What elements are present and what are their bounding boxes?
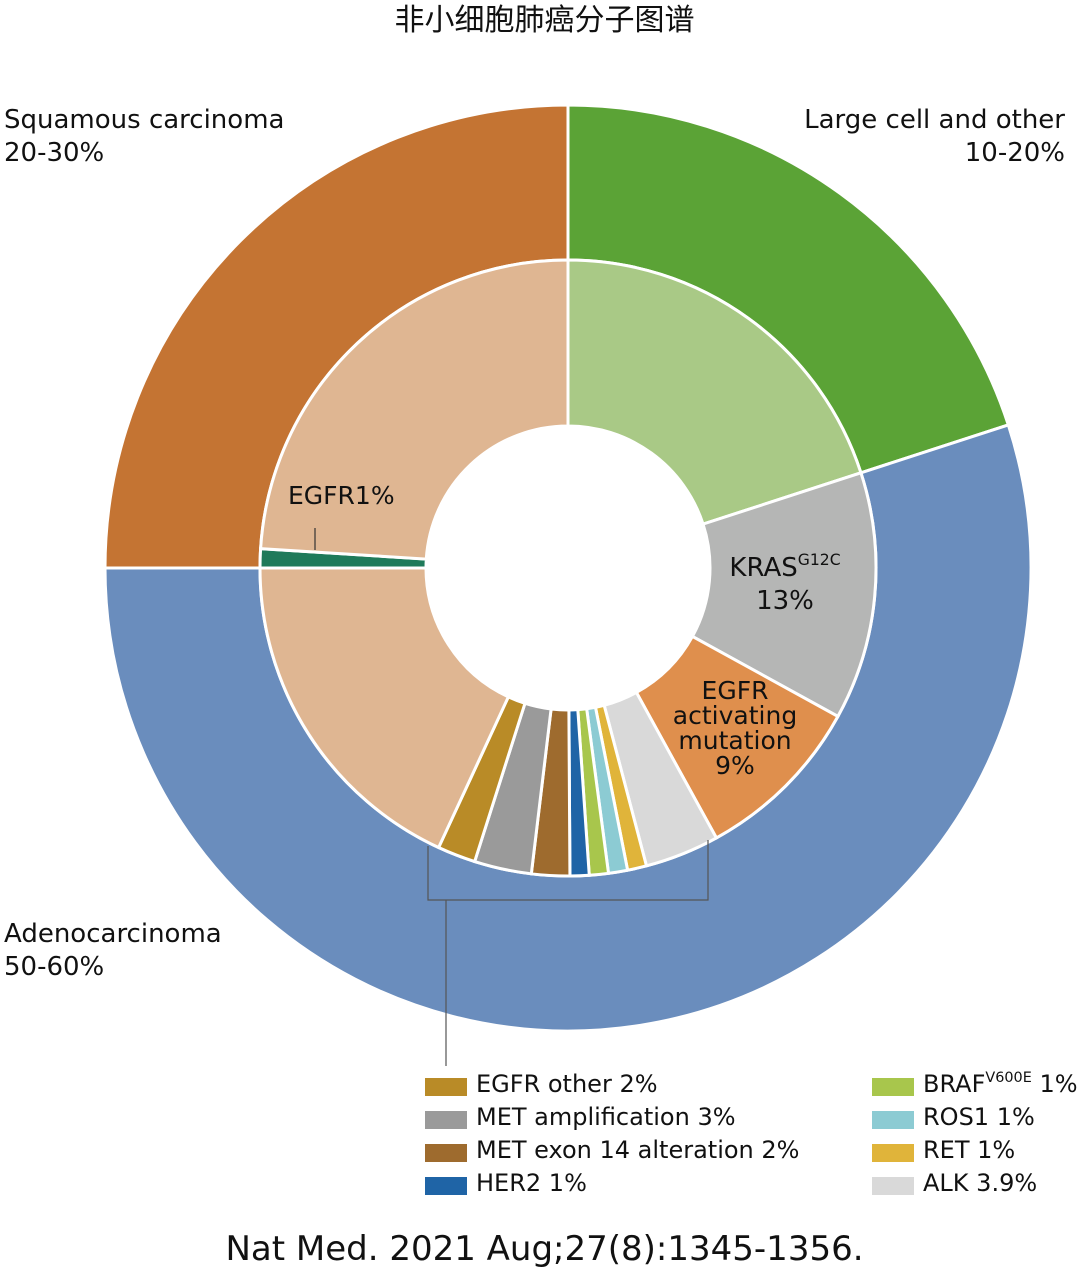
segment-label: EGFR activating mutation 9%: [650, 678, 820, 778]
donut-segment: [259, 258, 570, 561]
legend-name: HER2: [476, 1169, 542, 1197]
legend-value: 1%: [996, 1103, 1035, 1131]
legend-name: RET: [923, 1136, 970, 1164]
legend-value: 3.9%: [976, 1169, 1038, 1197]
chart-title: 非小细胞肺癌分子图谱: [394, 3, 695, 38]
legend-swatch: [425, 1111, 467, 1129]
segment-label: EGFR1%: [288, 480, 395, 511]
donut-segment: [258, 566, 511, 850]
outer-label-name: Squamous carcinoma: [4, 105, 285, 135]
segment-label-value: 1%: [354, 481, 395, 510]
outer-label-value: 20-30%: [4, 137, 105, 168]
outer-label: Squamous carcinoma 20-30%: [4, 104, 284, 169]
legend-swatch: [872, 1177, 914, 1195]
segment-label-name: KRAS: [729, 553, 798, 583]
legend-label: ALK 3.9%: [923, 1168, 1037, 1198]
legend-sup: V600E: [985, 1069, 1032, 1086]
legend-label: RET 1%: [923, 1135, 1015, 1165]
segment-label-value: 9%: [715, 751, 755, 780]
segment-label-name: EGFR: [288, 481, 355, 510]
segment-label-sup: G12C: [797, 551, 841, 570]
segment-label-value: 13%: [756, 585, 814, 616]
outer-label-value: 50-60%: [4, 951, 105, 982]
bracket: [427, 840, 709, 1066]
legend-label: ROS1 1%: [923, 1102, 1035, 1132]
outer-label: Large cell and other 10-20%: [804, 104, 1065, 169]
legend-value: 2%: [761, 1136, 800, 1164]
legend-swatch: [425, 1078, 467, 1096]
legend-name: EGFR other: [476, 1070, 612, 1098]
legend-name: BRAF: [923, 1070, 986, 1098]
legend-swatch: [425, 1144, 467, 1162]
outer-label-value: 10-20%: [964, 137, 1065, 168]
legend-value: 1%: [1039, 1070, 1078, 1098]
legend-value: 1%: [977, 1136, 1016, 1164]
segment-label-name: EGFR activating mutation: [672, 676, 798, 755]
outer-label-name: Large cell and other: [804, 105, 1065, 135]
legend-swatch: [872, 1111, 914, 1129]
legend-value: 2%: [619, 1070, 658, 1098]
segment-label: KRASG12C 13%: [700, 552, 870, 617]
donut-segment: [566, 258, 863, 527]
source: Nat Med. 2021 Aug;27(8):1345-1356.: [225, 1229, 864, 1269]
legend-value: 3%: [697, 1103, 736, 1131]
outer-label-name: Adenocarcinoma: [4, 919, 222, 949]
legend-name: MET amplification: [476, 1103, 690, 1131]
donut-segment: [690, 470, 878, 719]
legend-label: EGFR other 2%: [476, 1069, 658, 1099]
legend-label: MET amplification 3%: [476, 1102, 736, 1132]
legend-swatch: [425, 1177, 467, 1195]
legend-value: 1%: [548, 1169, 587, 1197]
legend-label: BRAFV600E 1%: [923, 1069, 1078, 1099]
legend-label: HER2 1%: [476, 1168, 587, 1198]
legend-swatch: [872, 1078, 914, 1096]
legend-name: ALK: [923, 1169, 969, 1197]
legend-swatch: [872, 1144, 914, 1162]
bracket-line: [427, 840, 709, 901]
legend-name: ROS1: [923, 1103, 990, 1131]
outer-label: Adenocarcinoma 50-60%: [4, 918, 222, 983]
legend-name: MET exon 14 alteration: [476, 1136, 754, 1164]
legend-label: MET exon 14 alteration 2%: [476, 1135, 799, 1165]
